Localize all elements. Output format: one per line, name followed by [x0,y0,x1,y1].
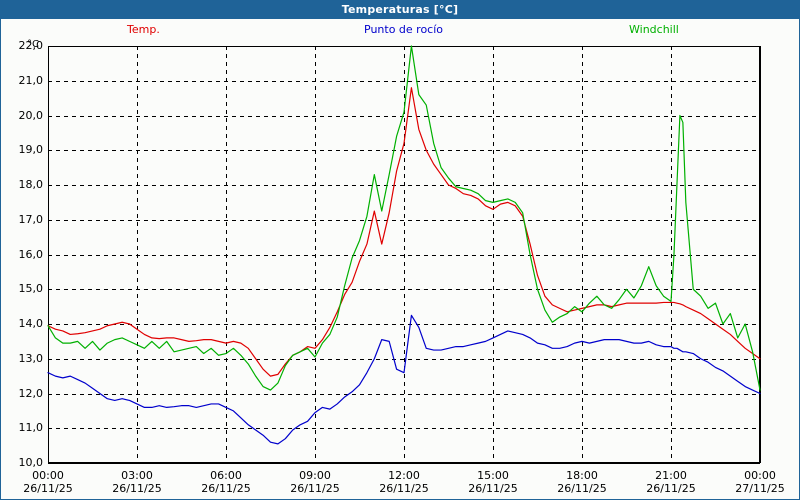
page-title: Temperaturas [°C] [341,3,459,16]
x-axis-tick: 15:00 26/11/25 [458,469,528,495]
x-axis-tick-time: 21:00 [655,469,687,482]
x-axis-tick: 21:00 26/11/25 [636,469,706,495]
y-axis-tick: 21,0 [18,73,44,87]
x-axis-tick-date: 26/11/25 [290,482,340,495]
legend-temp: Temp. [127,23,160,36]
plot-frame [48,46,760,463]
chart-legend: Temp. Punto de rocío Windchill [1,21,799,39]
x-axis-tick-date: 26/11/25 [646,482,696,495]
x-axis-tick: 09:00 26/11/25 [280,469,350,495]
x-axis-tick: 03:00 26/11/25 [102,469,172,495]
x-axis-tick: 18:00 26/11/25 [547,469,617,495]
y-axis-tick: 12,0 [18,386,44,400]
x-axis-tick-date: 27/11/25 [735,482,785,495]
x-axis-tick: 06:00 26/11/25 [191,469,261,495]
x-axis-tick-date: 26/11/25 [557,482,607,495]
series-line-1 [47,314,761,445]
y-axis-tick: 15,0 [18,282,44,296]
x-axis-tick-time: 15:00 [477,469,509,482]
x-axis-tick-time: 00:00 [32,469,64,482]
x-axis-tick-time: 00:00 [744,469,776,482]
x-axis-tick: 12:00 26/11/25 [369,469,439,495]
x-axis-tick-date: 26/11/25 [379,482,429,495]
y-axis-tick: 16,0 [18,247,44,261]
y-axis-tick: 20,0 [18,108,44,122]
x-axis-tick: 00:00 26/11/25 [13,469,83,495]
x-axis-tick-time: 18:00 [566,469,598,482]
window-title-bar: Temperaturas [°C] [1,1,799,19]
x-axis-tick-time: 03:00 [121,469,153,482]
x-axis-tick-time: 09:00 [299,469,331,482]
y-axis-unit-label: °C [27,39,39,50]
y-axis-tick: 22,0 [18,39,44,52]
legend-dew-point: Punto de rocío [364,23,444,36]
x-axis-tick-date: 26/11/25 [23,482,73,495]
y-axis-tick: 11,0 [18,421,44,435]
y-axis-tick: 13,0 [18,351,44,365]
y-axis-tick: 10,0 [18,456,44,469]
legend-windchill: Windchill [629,23,679,36]
y-axis-tick: 17,0 [18,212,44,226]
y-axis-tick: 14,0 [18,317,44,330]
x-axis-tick-date: 26/11/25 [468,482,518,495]
x-axis-tick-time: 06:00 [210,469,242,482]
series-line-2 [47,45,761,391]
y-axis-tick: 18,0 [18,178,44,191]
series-line-0 [47,87,761,377]
x-axis-tick-time: 12:00 [388,469,420,482]
x-axis-tick: 00:00 27/11/25 [725,469,795,495]
x-axis-tick-date: 26/11/25 [201,482,251,495]
y-axis-tick: 19,0 [18,143,44,157]
x-axis-tick-date: 26/11/25 [112,482,162,495]
